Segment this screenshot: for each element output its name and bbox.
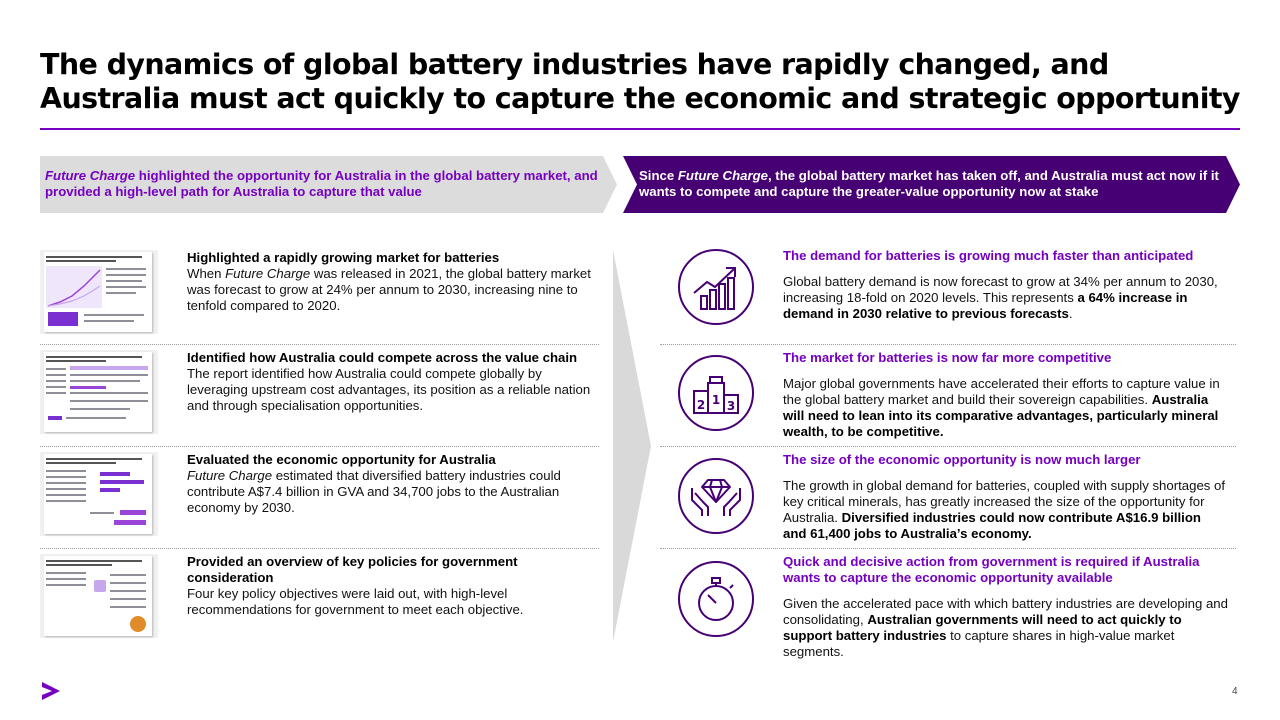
report-thumbnail-market [40, 250, 158, 334]
left-divider [40, 446, 599, 447]
right-item-body-post: to capture shares in high-value market s… [783, 628, 1175, 659]
right-item-body-text: The growth in global demand for batterie… [783, 478, 1226, 525]
growth-chart-icon [678, 249, 754, 325]
right-item-body-bold: a 64% increase in demand in 2030 relativ… [783, 290, 1188, 321]
right-item-heading: The demand for batteries is growing much… [783, 248, 1194, 263]
right-item-body-text: Major global governments have accelerate… [783, 376, 1220, 407]
right-item-heading: Quick and decisive action from governmen… [783, 554, 1200, 585]
right-item-body: Global battery demand is now forecast to… [783, 274, 1228, 322]
right-divider [660, 548, 1236, 549]
report-thumbnail-value-chain [40, 350, 158, 434]
banner-right: Since Future Charge, the global battery … [639, 168, 1234, 200]
banner-right-background [623, 156, 1240, 213]
title-divider [40, 128, 1240, 130]
report-thumbnail-economic [40, 452, 158, 536]
report-thumbnail-policies [40, 554, 158, 638]
banner-right-emphasis: Future Charge [677, 168, 768, 183]
left-item-heading: Evaluated the economic opportunity for A… [187, 452, 496, 467]
right-item-body-text: Given the accelerated pace with which ba… [783, 596, 1228, 627]
right-item-body-bold: Diversified industries could now contrib… [783, 510, 1201, 541]
left-item-body: Future Charge estimated that diversified… [187, 468, 592, 516]
left-item-body: When Future Charge was released in 2021,… [187, 266, 592, 314]
left-divider [40, 344, 599, 345]
page-number: 4 [1232, 686, 1238, 697]
left-divider [40, 548, 599, 549]
left-item-body-post: estimated that diversified battery indus… [187, 468, 561, 515]
right-item-heading: The size of the economic opportunity is … [783, 452, 1141, 467]
right-item-action: Quick and decisive action from governmen… [783, 554, 1228, 660]
right-item-opportunity: The size of the economic opportunity is … [783, 452, 1228, 542]
left-item-text: Evaluated the economic opportunity for A… [187, 452, 592, 516]
left-item-heading: Identified how Australia could compete a… [187, 350, 578, 365]
banner-left-emphasis: Future Charge [45, 168, 136, 183]
left-item-body-post: was released in 2021, the global battery… [187, 266, 591, 313]
banner-left-background [40, 156, 617, 213]
left-item-body-emphasis: Future Charge [225, 266, 311, 281]
left-item-body-pre: When [187, 266, 226, 281]
right-item-body-post: . [1068, 306, 1073, 321]
banner-left: Future Charge highlighted the opportunit… [45, 168, 615, 200]
right-item-body-bold: Australian governments will need to act … [783, 612, 1182, 643]
left-item-text: Highlighted a rapidly growing market for… [187, 250, 592, 314]
hands-diamond-icon [678, 458, 754, 534]
right-divider [660, 446, 1236, 447]
right-item-competition: The market for batteries is now far more… [783, 350, 1228, 440]
banner-left-text: highlighted the opportunity for Australi… [45, 168, 598, 199]
left-item-heading: Highlighted a rapidly growing market for… [187, 250, 500, 265]
podium-icon: 1 2 3 [678, 355, 754, 431]
right-item-body: Given the accelerated pace with which ba… [783, 596, 1228, 660]
left-item-body: Four key policy objectives were laid out… [187, 586, 524, 617]
right-item-body-text: Global battery demand is now forecast to… [783, 274, 1218, 305]
left-item-heading: Provided an overview of key policies for… [187, 554, 518, 585]
banner-right-pre: Since [639, 168, 678, 183]
stopwatch-icon [678, 561, 754, 637]
right-divider [660, 344, 1236, 345]
banner-right-text: , the global battery market has taken of… [639, 168, 1219, 199]
left-item-body-emphasis: Future Charge [187, 468, 273, 483]
left-item-text: Provided an overview of key policies for… [187, 554, 592, 618]
transition-chevron [613, 250, 651, 642]
podium-label-2: 2 [697, 398, 705, 412]
brand-chevron-logo [42, 682, 60, 700]
page-title: The dynamics of global battery industrie… [40, 48, 1241, 115]
right-item-body: Major global governments have accelerate… [783, 376, 1228, 440]
podium-label-1: 1 [712, 393, 720, 407]
podium-label-3: 3 [727, 399, 735, 413]
right-item-body-bold: Australia will need to lean into its com… [783, 392, 1219, 439]
right-item-heading: The market for batteries is now far more… [783, 350, 1112, 365]
left-item-body: The report identified how Australia coul… [187, 366, 591, 413]
right-item-body: The growth in global demand for batterie… [783, 478, 1228, 542]
right-item-demand: The demand for batteries is growing much… [783, 248, 1228, 322]
left-item-text: Identified how Australia could compete a… [187, 350, 592, 414]
